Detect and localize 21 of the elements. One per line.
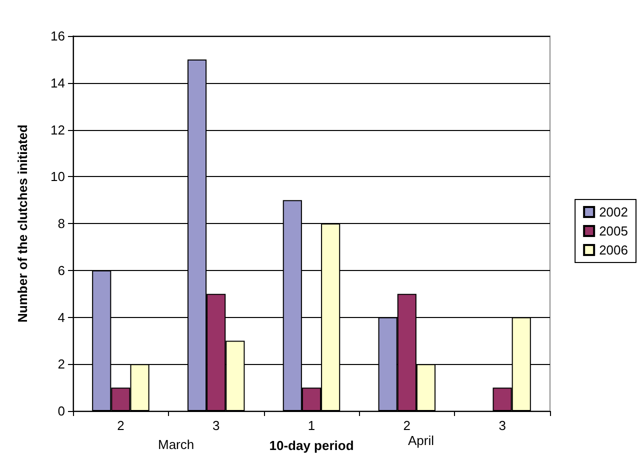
- x-tick-label: 2: [403, 418, 411, 433]
- text: April: [408, 433, 434, 448]
- x-tick-label: 3: [498, 418, 506, 433]
- legend-label: 2005: [599, 224, 628, 238]
- y-tick-label: 2: [58, 356, 65, 372]
- legend-label: 2002: [599, 204, 628, 220]
- y-tick-label: 8: [58, 216, 65, 231]
- x-axis-title: 10-day period: [269, 438, 354, 453]
- text: March: [158, 437, 194, 452]
- y-tick-label: 0: [58, 404, 65, 418]
- y-tick-label: 12: [50, 122, 65, 138]
- y-tick-label: 14: [50, 75, 65, 90]
- legend-label: 2006: [599, 242, 628, 258]
- x-tick-label: 3: [212, 418, 220, 433]
- y-tick-label: 4: [58, 310, 65, 325]
- x-tick-label: 2: [117, 418, 124, 433]
- y-tick-label: 16: [50, 28, 65, 44]
- y-axis-title: Number of the clutches initiated: [15, 124, 30, 322]
- y-tick-label: 6: [58, 262, 65, 278]
- x-tick-label: 1: [308, 418, 316, 433]
- y-tick-label: 10: [50, 169, 65, 184]
